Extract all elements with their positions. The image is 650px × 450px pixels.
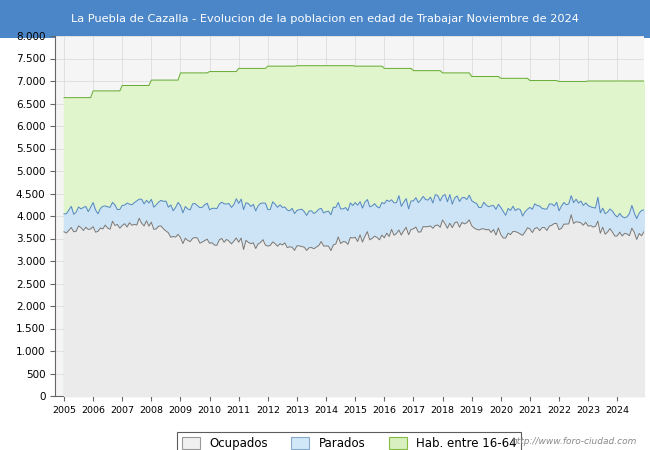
Legend: Ocupados, Parados, Hab. entre 16-64: Ocupados, Parados, Hab. entre 16-64: [177, 432, 521, 450]
Text: http://www.foro-ciudad.com: http://www.foro-ciudad.com: [512, 436, 637, 446]
Text: La Puebla de Cazalla - Evolucion de la poblacion en edad de Trabajar Noviembre d: La Puebla de Cazalla - Evolucion de la p…: [71, 14, 579, 24]
